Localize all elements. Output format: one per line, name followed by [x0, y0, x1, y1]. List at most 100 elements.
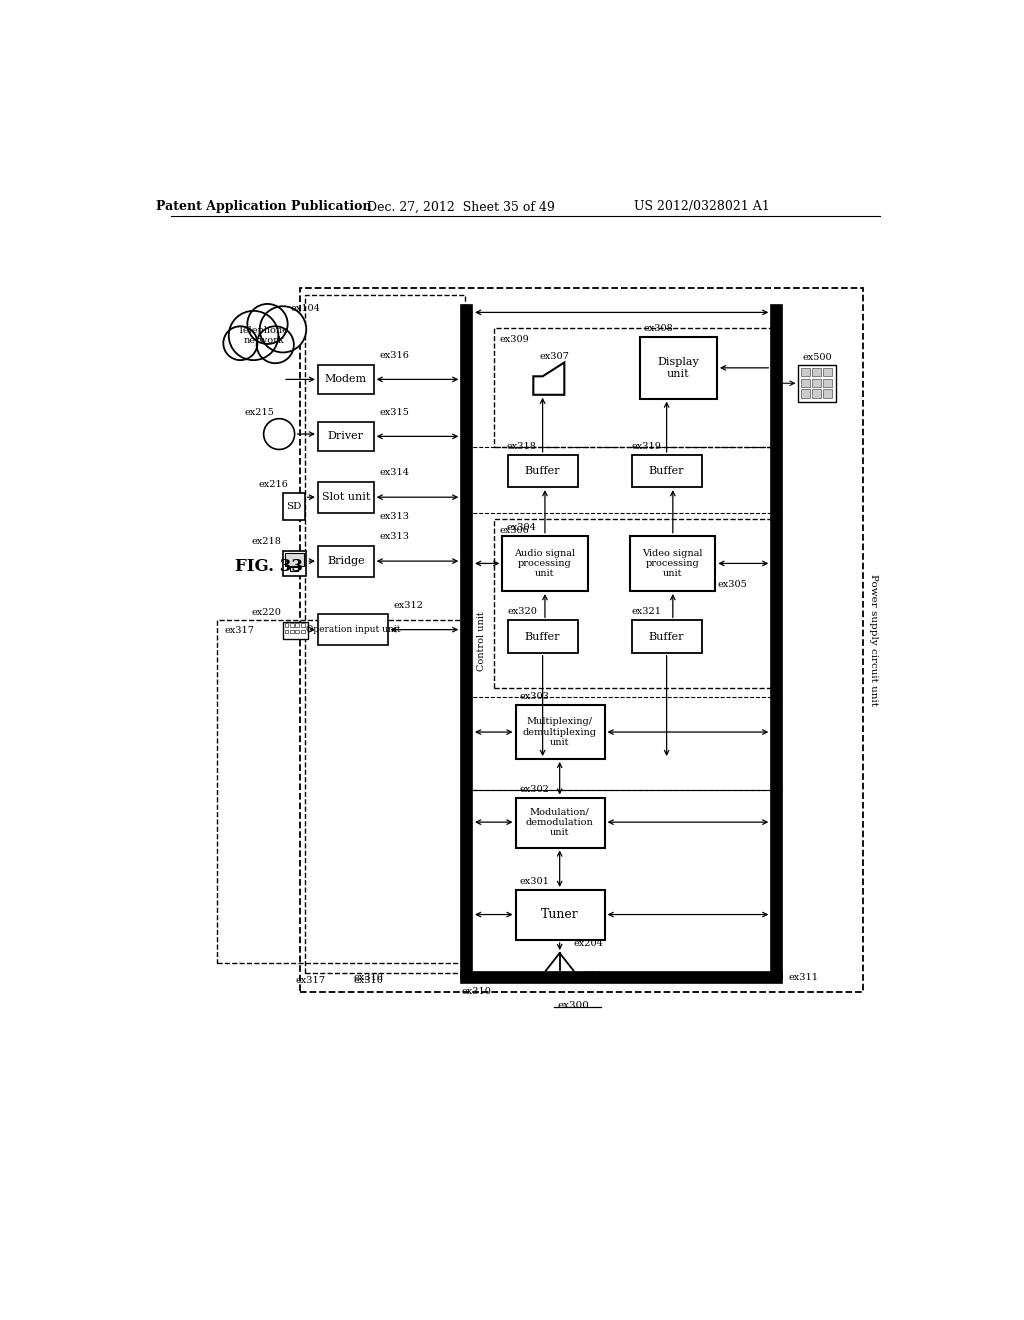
Text: ex310: ex310 — [353, 973, 383, 982]
Text: ex307: ex307 — [540, 352, 569, 360]
Bar — [285, 630, 289, 634]
Bar — [494, 327, 773, 447]
Bar — [823, 368, 831, 376]
Circle shape — [260, 306, 306, 352]
Circle shape — [248, 304, 288, 345]
Bar — [317, 482, 374, 512]
Bar — [286, 553, 304, 566]
Circle shape — [263, 418, 295, 450]
Text: ex316: ex316 — [380, 351, 410, 360]
Bar — [799, 364, 836, 401]
Text: ex317: ex317 — [295, 977, 326, 985]
Text: ex300: ex300 — [558, 1001, 590, 1010]
Circle shape — [257, 326, 294, 363]
Text: Patent Application Publication: Patent Application Publication — [156, 201, 372, 214]
Bar — [630, 536, 716, 591]
Text: ex318: ex318 — [506, 442, 537, 451]
Text: Video signal
processing
unit: Video signal processing unit — [643, 549, 703, 578]
Text: Buffer: Buffer — [525, 631, 560, 642]
Bar — [290, 623, 294, 627]
Text: ex303: ex303 — [519, 692, 549, 701]
Text: Buffer: Buffer — [525, 466, 560, 477]
Text: US 2012/0328021 A1: US 2012/0328021 A1 — [634, 201, 769, 214]
Bar — [317, 614, 388, 645]
Bar — [317, 545, 374, 577]
Text: ex311: ex311 — [788, 973, 818, 982]
Bar — [823, 379, 831, 387]
Text: ex216: ex216 — [259, 479, 289, 488]
Bar — [515, 705, 604, 759]
Text: ex313: ex313 — [380, 512, 410, 521]
Bar — [317, 364, 374, 395]
Text: Driver: Driver — [328, 432, 364, 441]
Text: ex309: ex309 — [500, 335, 529, 345]
Bar — [802, 368, 810, 376]
Text: ex204: ex204 — [573, 939, 603, 948]
Bar — [290, 566, 298, 572]
Text: Modulation/
demodulation
unit: Modulation/ demodulation unit — [525, 808, 594, 837]
Bar — [317, 422, 374, 451]
Bar — [632, 620, 701, 653]
Bar — [285, 623, 289, 627]
Text: SD: SD — [286, 502, 301, 511]
Text: ex215: ex215 — [245, 408, 274, 417]
Text: Operation input unit: Operation input unit — [305, 626, 400, 634]
Bar — [301, 630, 305, 634]
Bar — [550, 973, 569, 978]
Bar — [283, 494, 305, 520]
Bar — [283, 622, 308, 639]
Bar — [508, 620, 578, 653]
Text: ex314: ex314 — [380, 469, 410, 477]
Bar — [515, 797, 604, 847]
Text: Tuner: Tuner — [541, 908, 579, 921]
Text: ex220: ex220 — [251, 609, 281, 618]
Text: Buffer: Buffer — [649, 466, 684, 477]
Bar — [812, 379, 821, 387]
Bar — [640, 337, 717, 399]
Text: ex313: ex313 — [380, 532, 410, 541]
Text: ex320: ex320 — [508, 607, 538, 616]
Polygon shape — [534, 363, 564, 395]
Bar — [508, 455, 578, 487]
Bar — [823, 389, 831, 397]
Text: ex319: ex319 — [632, 442, 662, 451]
Text: Modem: Modem — [325, 375, 367, 384]
Circle shape — [228, 312, 279, 360]
Text: Display
unit: Display unit — [657, 356, 699, 379]
Text: Audio signal
processing
unit: Audio signal processing unit — [514, 549, 575, 578]
Bar — [295, 630, 299, 634]
Bar — [515, 890, 604, 940]
Text: ex301: ex301 — [519, 876, 549, 886]
Text: ex218: ex218 — [251, 537, 281, 546]
Text: ex304: ex304 — [506, 523, 537, 532]
Text: ex305: ex305 — [717, 581, 746, 590]
Bar — [300, 288, 862, 991]
Bar — [802, 389, 810, 397]
Bar — [802, 379, 810, 387]
Bar — [290, 630, 294, 634]
Bar — [461, 973, 782, 983]
Bar — [305, 296, 465, 973]
Bar — [812, 389, 821, 397]
Bar — [283, 552, 306, 576]
Text: ex310: ex310 — [462, 987, 492, 997]
Text: Control unit: Control unit — [477, 611, 486, 671]
Circle shape — [223, 326, 257, 360]
Bar — [503, 536, 588, 591]
Bar — [812, 368, 821, 376]
Text: Slot unit: Slot unit — [322, 492, 370, 502]
Text: FIG. 33: FIG. 33 — [234, 558, 303, 576]
Text: ex104: ex104 — [291, 304, 321, 313]
Text: ex310: ex310 — [353, 977, 383, 985]
Bar — [301, 623, 305, 627]
Text: Dec. 27, 2012  Sheet 35 of 49: Dec. 27, 2012 Sheet 35 of 49 — [368, 201, 555, 214]
Text: ex312: ex312 — [394, 601, 424, 610]
Bar — [494, 519, 773, 688]
Bar — [217, 620, 465, 964]
Text: Bridge: Bridge — [327, 556, 365, 566]
Text: ex321: ex321 — [632, 607, 662, 616]
Text: Power supply circuit unit: Power supply circuit unit — [869, 574, 878, 706]
Text: Telephone
network: Telephone network — [239, 326, 289, 346]
Bar — [461, 305, 472, 978]
Text: ex317: ex317 — [225, 626, 255, 635]
